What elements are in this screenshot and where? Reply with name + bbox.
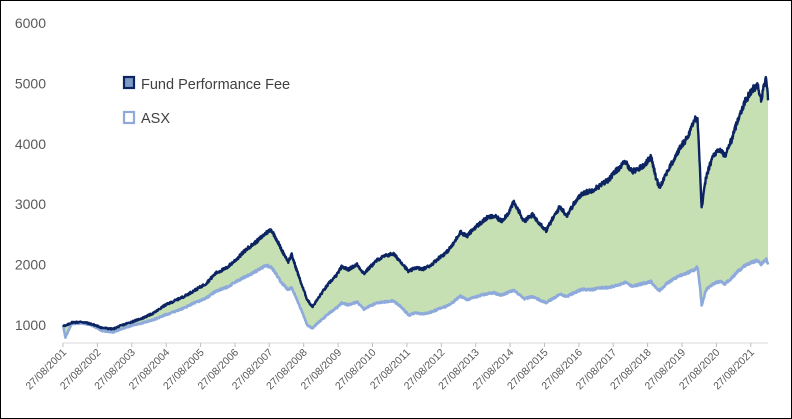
asx-line: [61, 257, 770, 339]
legend-item-fund: Fund Performance Fee: [122, 75, 290, 93]
fill-between-area: [63, 77, 768, 338]
y-tick-label: 4000: [15, 136, 46, 152]
asx-series-layer: [61, 257, 770, 339]
legend-item-asx: ASX: [122, 110, 170, 127]
legend: Fund Performance Fee ASX: [122, 75, 290, 127]
y-axis: 1000 2000 3000 4000 5000 6000: [15, 15, 46, 333]
legend-swatch-fund: [122, 75, 136, 90]
fill-between-area-layer: [63, 77, 768, 338]
fund-series-layer: [62, 75, 770, 331]
legend-swatch-asx: [122, 110, 136, 125]
x-axis: 27/08/200127/08/200227/08/200327/08/2004…: [23, 342, 768, 392]
y-tick-label: 5000: [15, 75, 46, 91]
y-tick-label: 6000: [15, 15, 46, 31]
legend-label-fund: Fund Performance Fee: [141, 77, 290, 93]
y-tick-label: 1000: [15, 317, 46, 333]
y-tick-label: 3000: [15, 196, 46, 212]
y-tick-label: 2000: [15, 257, 46, 273]
fund-performance-fee-line: [62, 75, 770, 331]
legend-label-asx: ASX: [141, 111, 170, 127]
